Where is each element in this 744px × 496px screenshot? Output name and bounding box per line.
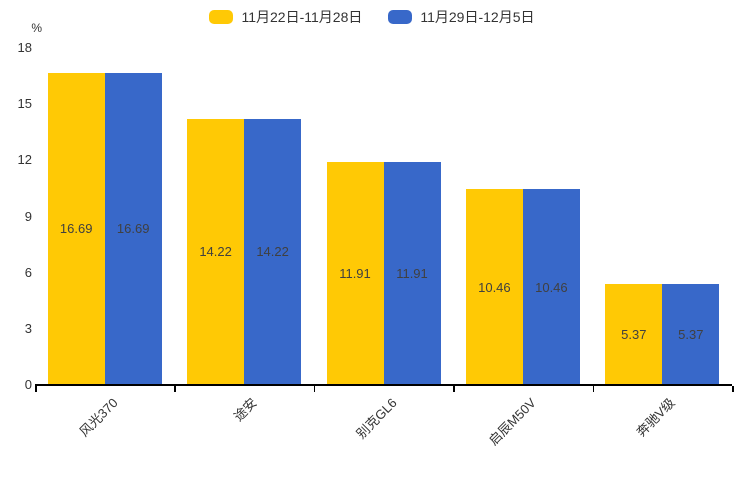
y-tick-label: 12: [17, 152, 32, 168]
legend-swatch-icon: [209, 10, 234, 24]
legend-item-series-1[interactable]: 11月22日-11月28日: [209, 8, 362, 26]
bar-别克GL6-series-2: 11.91: [383, 162, 441, 385]
bar-风光370-series-1: 16.69: [47, 72, 105, 385]
bar-启辰M50V-series-2: 10.46: [522, 189, 580, 385]
y-tick-label: 9: [24, 208, 32, 224]
bar-value-label: 14.22: [256, 244, 289, 260]
legend-label: 11月29日-12月5日: [420, 9, 535, 25]
chart-legend: 11月22日-11月28日 11月29日-12月5日: [0, 8, 744, 26]
bar-value-label: 5.37: [621, 327, 647, 343]
y-tick-label: 18: [17, 40, 32, 55]
bar-value-label: 11.91: [339, 266, 371, 282]
legend-swatch-icon: [388, 10, 413, 24]
bar-value-label: 14.22: [199, 244, 232, 260]
x-axis-line: [35, 384, 732, 386]
x-axis-tick: [35, 386, 37, 392]
y-tick-label: 3: [24, 320, 32, 336]
y-tick-label: 15: [17, 96, 32, 112]
bar-启辰M50V-series-1: 10.46: [465, 189, 523, 385]
bar-value-label: 11.91: [396, 266, 428, 282]
bar-途安-series-2: 14.22: [244, 118, 302, 385]
x-axis-tick: [592, 386, 595, 392]
legend-item-series-2[interactable]: 11月29日-12月5日: [388, 8, 535, 26]
y-tick-label: 0: [24, 377, 32, 392]
bar-value-label: 10.46: [478, 279, 511, 295]
x-category-label: 风光370: [76, 395, 121, 440]
bar-奔驰V级-series-1: 5.37: [605, 284, 663, 385]
bar-奔驰V级-series-2: 5.37: [662, 284, 720, 385]
x-axis-tick: [174, 386, 176, 392]
x-category-label: 启辰M50V: [485, 395, 539, 449]
x-axis-tick: [313, 386, 316, 392]
bar-途安-series-1: 14.22: [187, 118, 245, 385]
x-axis-tick: [453, 386, 455, 392]
x-category-label: 途安: [230, 395, 260, 425]
y-axis-unit-label: %: [31, 21, 42, 35]
bar-value-label: 10.46: [535, 279, 568, 295]
bar-value-label: 16.69: [59, 221, 93, 237]
x-category-label: 奔驰V级: [633, 395, 679, 440]
bar-value-label: 16.69: [116, 221, 150, 237]
bar-风光370-series-2: 16.69: [104, 72, 162, 385]
x-category-label: 别克GL6: [352, 395, 400, 442]
bar-别克GL6-series-1: 11.91: [326, 162, 384, 385]
plot-area: 16.69 16.69 14.22 14.22 11.91 11.91 10.46 10.46…: [35, 48, 732, 385]
legend-label: 11月22日-11月28日: [241, 9, 363, 25]
x-axis-tick: [732, 386, 734, 392]
y-tick-label: 6: [24, 264, 32, 280]
bar-value-label: 5.37: [678, 327, 704, 343]
